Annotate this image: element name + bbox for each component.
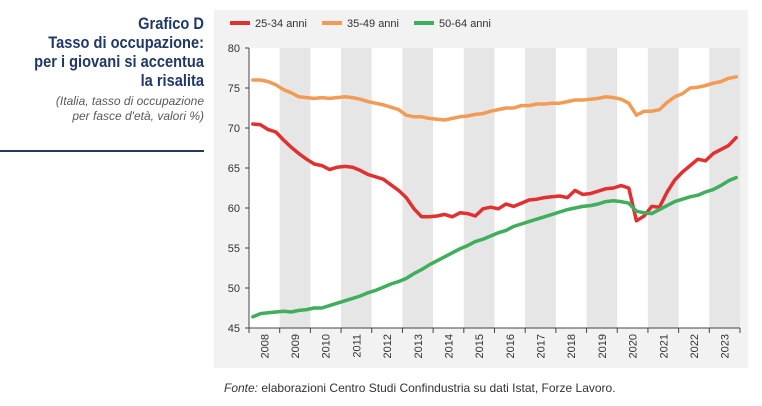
year-band-2015 <box>463 48 495 328</box>
x-tick-label-2012: 2012 <box>382 334 394 358</box>
subtitle-line-1: (Italia, tasso di occupazione <box>55 94 204 108</box>
x-tick-label-2020: 2020 <box>628 334 640 358</box>
year-band-2014 <box>433 48 464 328</box>
year-band-2016 <box>494 48 526 328</box>
chart-title-line-2: Tasso di occupazione: <box>48 33 204 52</box>
y-tick-label-70: 70 <box>228 123 240 135</box>
y-tick-label-75: 75 <box>228 83 240 95</box>
chart-panel: 45 50 55 60 65 70 75 80 2008 2009 2010 2011 2012 2013… <box>214 10 748 368</box>
year-band-2020 <box>617 48 648 328</box>
x-tick-label-2011: 2011 <box>351 334 363 358</box>
y-tick-label-45: 45 <box>228 323 240 335</box>
x-tick-label-2013: 2013 <box>413 334 425 358</box>
x-tick-label-2016: 2016 <box>505 334 517 358</box>
year-band-2010 <box>310 48 342 328</box>
chart-subtitle: (Italia, tasso di occupazione per fasce … <box>0 94 204 124</box>
x-tick-label-2018: 2018 <box>566 334 578 358</box>
x-tick-label-2017: 2017 <box>536 334 548 358</box>
chart-title-line-3: per i giovani si accentua <box>34 52 204 71</box>
source-text: elaborazioni Centro Studi Confindustria … <box>261 381 616 395</box>
legend-label-1: 35-49 anni <box>347 18 399 30</box>
year-band-2021 <box>647 48 679 328</box>
x-tick-label-2009: 2009 <box>290 334 302 358</box>
x-tick-label-2023: 2023 <box>720 334 732 358</box>
source-note: Fonte: elaborazioni Centro Studi Confind… <box>224 381 616 395</box>
x-tick-label-2022: 2022 <box>689 334 701 358</box>
y-tick-label-80: 80 <box>228 43 240 55</box>
x-tick-label-2021: 2021 <box>658 334 670 358</box>
legend-label-0: 25-34 anni <box>255 18 307 30</box>
subtitle-line-2: per fasce d'età, valori %) <box>72 109 204 123</box>
year-band-2017 <box>525 48 556 328</box>
title-block: Grafico D Tasso di occupazione: per i gi… <box>0 14 204 124</box>
year-band-2013 <box>402 48 434 328</box>
chart-title-line-1: Grafico D <box>138 14 204 33</box>
chart-title-line-4: la risalita <box>140 71 204 90</box>
y-tick-label-65: 65 <box>228 163 240 175</box>
year-band-2011 <box>341 48 372 328</box>
series-line-50-64-anni <box>251 175 738 319</box>
x-tick-label-2019: 2019 <box>597 334 609 358</box>
year-band-2008 <box>249 48 280 328</box>
year-band-2018 <box>555 48 587 328</box>
x-tick-label-2010: 2010 <box>321 334 333 358</box>
source-label: Fonte: <box>224 381 259 395</box>
series-line-35-49-anni <box>251 75 738 122</box>
legend-label-2: 50-64 anni <box>439 18 491 30</box>
y-tick-label-50: 50 <box>228 283 240 295</box>
x-tick-label-2014: 2014 <box>443 334 455 358</box>
y-tick-label-55: 55 <box>228 243 240 255</box>
x-tick-label-2008: 2008 <box>259 334 271 358</box>
year-band-2022 <box>678 48 710 328</box>
title-divider <box>0 150 204 152</box>
line-chart: 45 50 55 60 65 70 75 80 2008 2009 2010 2011 2012 2013… <box>228 18 741 358</box>
y-tick-label-60: 60 <box>228 203 240 215</box>
series-line-25-34-anni <box>251 122 738 223</box>
x-tick-label-2015: 2015 <box>474 334 486 358</box>
